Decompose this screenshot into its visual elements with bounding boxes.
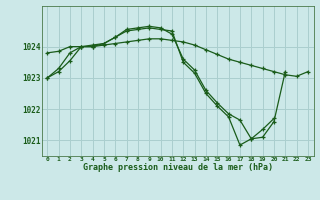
X-axis label: Graphe pression niveau de la mer (hPa): Graphe pression niveau de la mer (hPa)	[83, 163, 273, 172]
